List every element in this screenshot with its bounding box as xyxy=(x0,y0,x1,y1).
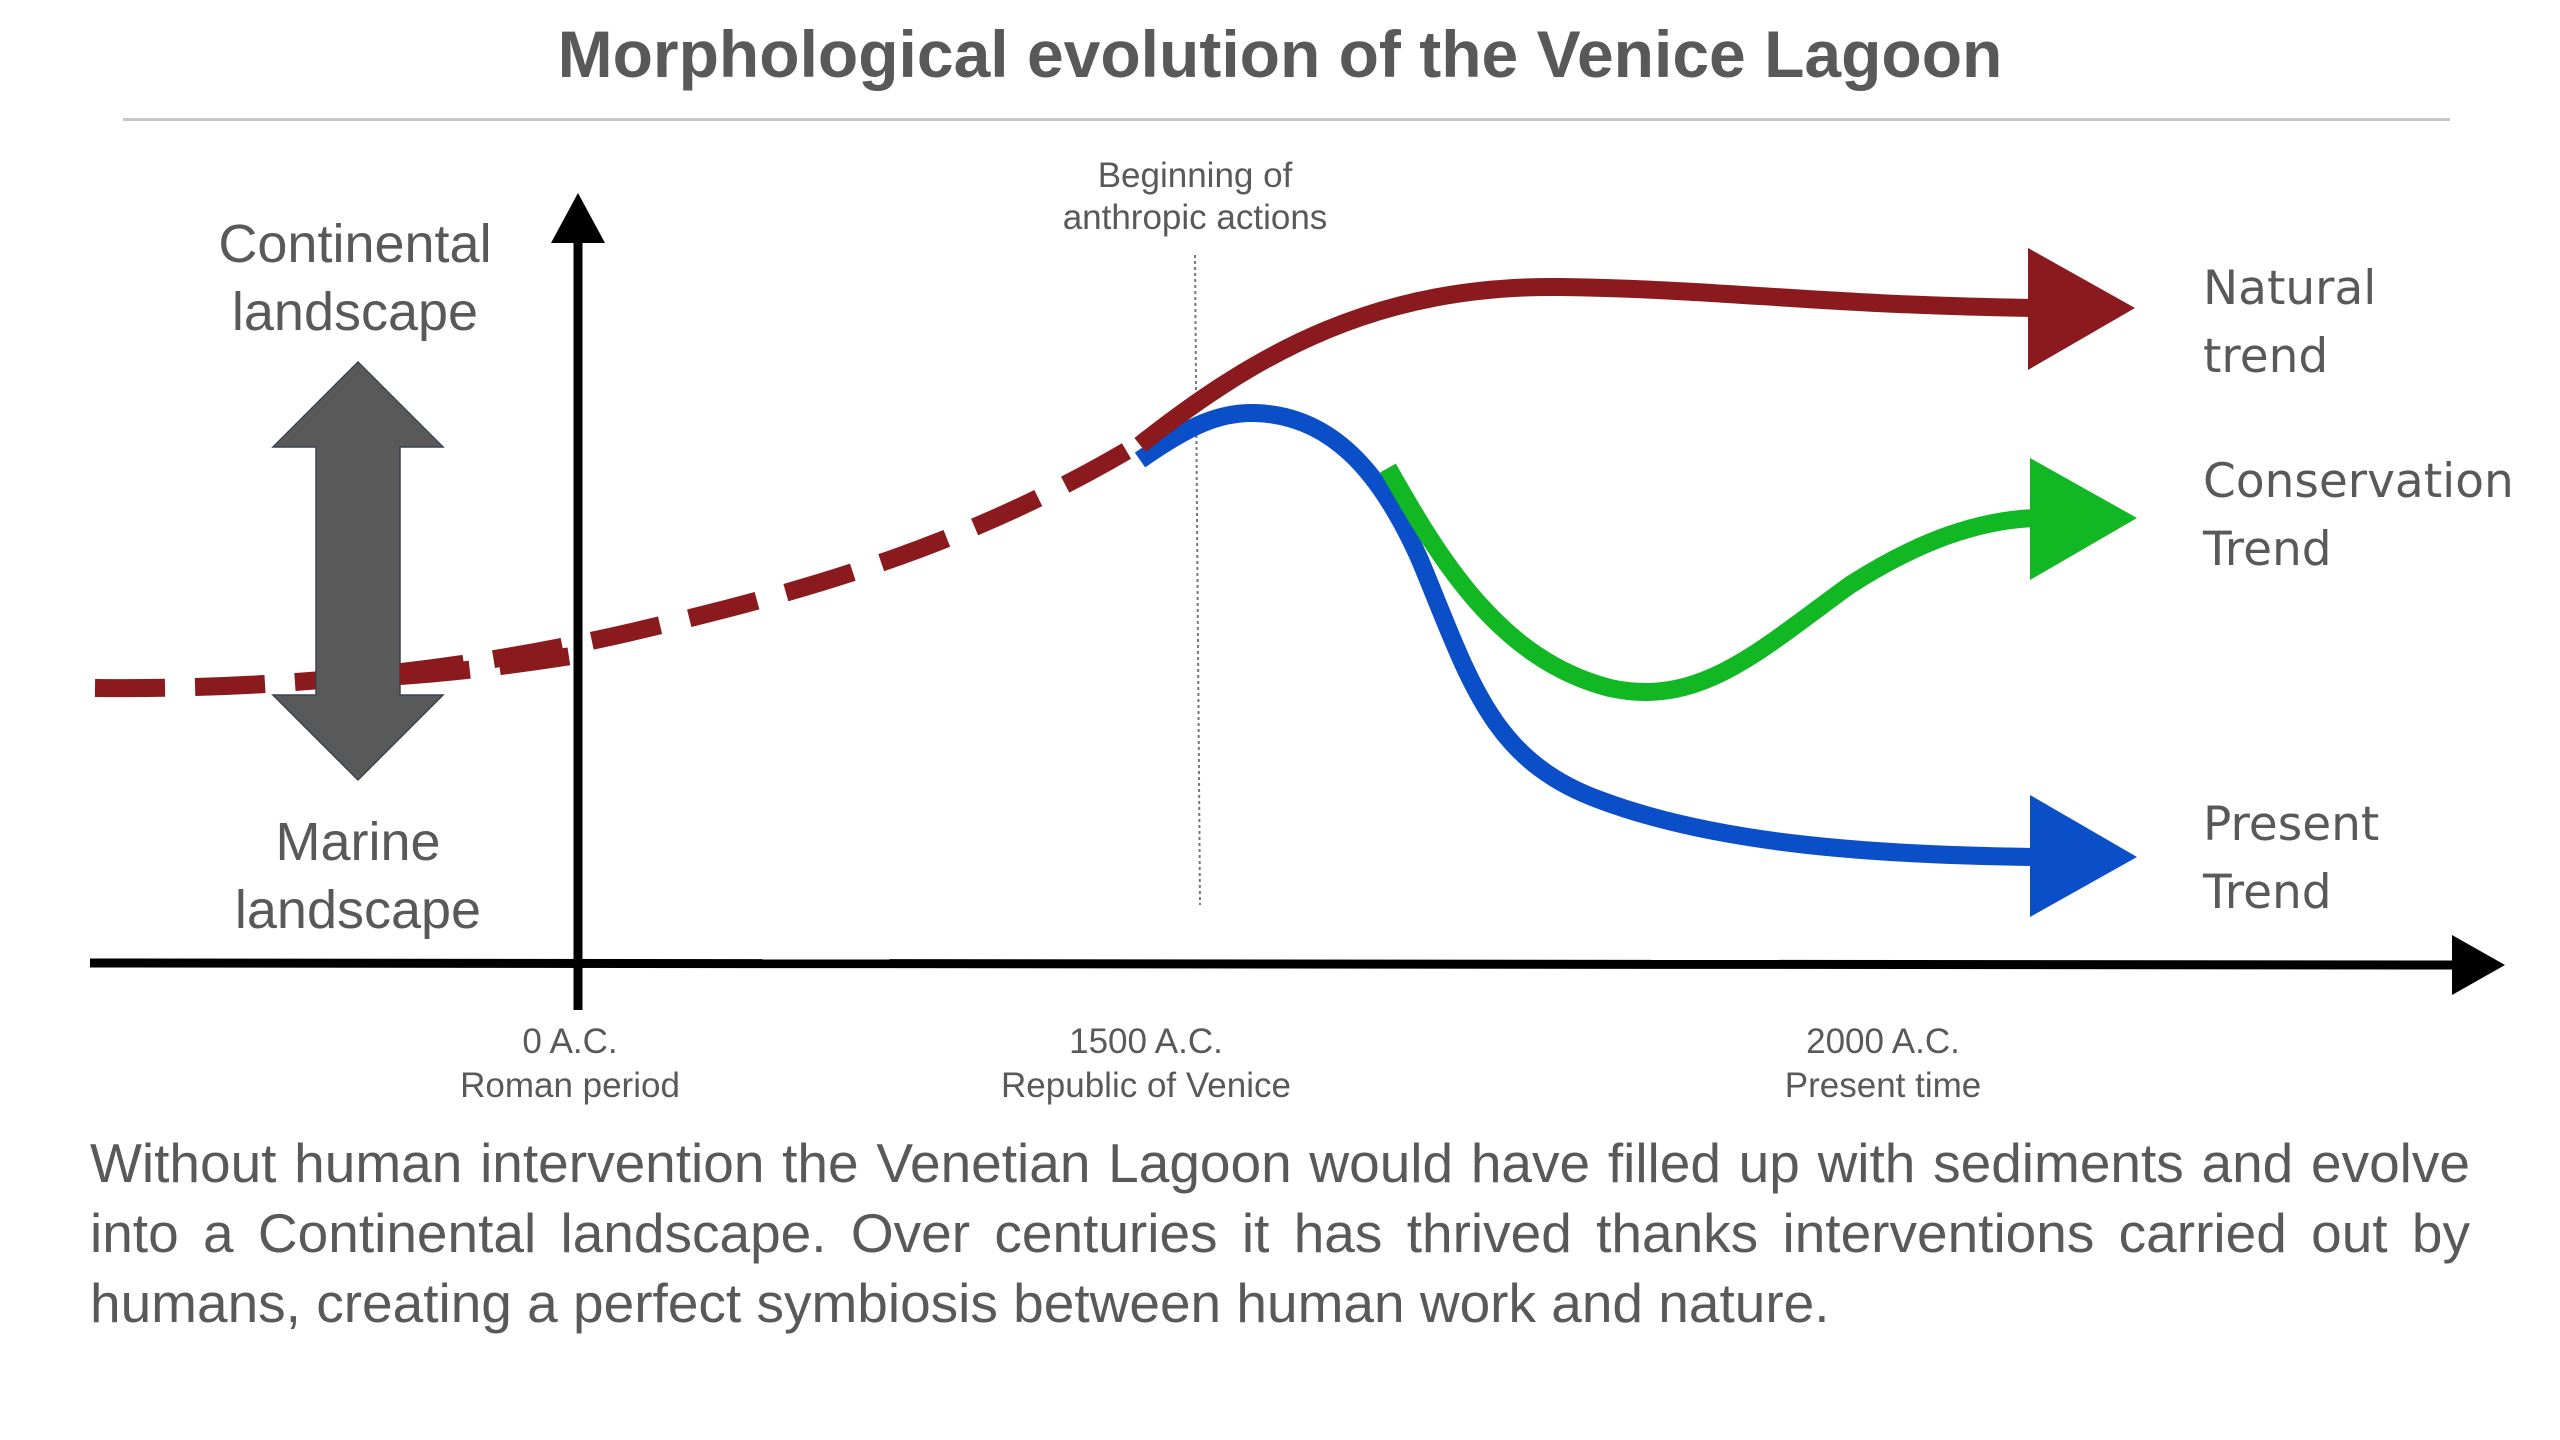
natural-trend-dashed-overlay xyxy=(399,646,580,685)
title-divider xyxy=(123,118,2450,121)
annotation-line1: Beginning of xyxy=(1097,156,1293,195)
annotation-line2: anthropic actions xyxy=(1062,198,1328,237)
x-axis xyxy=(89,958,2461,970)
natural-trend-arrowhead-icon xyxy=(2028,248,2135,370)
tick-year: 2000 A.C. xyxy=(1806,1022,1960,1061)
x-tick-republic-of-venice: 1500 A.C. Republic of Venice xyxy=(966,1020,1326,1108)
tick-year: 1500 A.C. xyxy=(1069,1022,1223,1061)
x-axis-arrowhead-icon xyxy=(2452,935,2505,995)
present-trend-arrowhead-icon xyxy=(2030,795,2137,917)
tick-period: Republic of Venice xyxy=(1001,1066,1291,1105)
conservation-trend-line xyxy=(1380,463,2036,701)
conservation-trend-label-line1: Conservation xyxy=(2203,454,2514,509)
present-trend-label-line1: Present xyxy=(2203,797,2380,852)
present-trend-line xyxy=(1134,403,2036,866)
natural-trend-historic-dashed-line xyxy=(94,432,1150,698)
natural-trend-label: Natural trend xyxy=(2203,255,2376,391)
natural-trend-line xyxy=(1134,277,2036,453)
page-title: Morphological evolution of the Venice La… xyxy=(557,17,2003,91)
y-axis-arrowhead-icon xyxy=(551,193,605,243)
x-tick-present-time: 2000 A.C. Present time xyxy=(1723,1020,2043,1108)
continental-label-line2: landscape xyxy=(231,282,479,342)
marine-landscape-label: Marine landscape xyxy=(183,808,533,944)
anthropic-actions-annotation: Beginning of anthropic actions xyxy=(1010,155,1380,239)
present-trend-label: Present Trend xyxy=(2203,791,2379,927)
caption-text: Without human intervention the Venetian … xyxy=(90,1132,2470,1334)
double-vertical-arrow-icon xyxy=(271,360,445,782)
anthropic-actions-marker-line xyxy=(1194,254,1201,906)
conservation-trend-label-line2: Trend xyxy=(2203,522,2332,577)
continental-landscape-label: Continental landscape xyxy=(180,210,530,346)
tick-period: Present time xyxy=(1784,1066,1982,1105)
natural-trend-label-line1: Natural xyxy=(2203,261,2377,316)
tick-period: Roman period xyxy=(460,1066,680,1105)
marine-label-line2: landscape xyxy=(234,880,482,940)
marine-label-line1: Marine xyxy=(275,812,441,872)
natural-trend-label-line2: trend xyxy=(2203,329,2329,384)
present-trend-label-line2: Trend xyxy=(2203,865,2332,920)
tick-year: 0 A.C. xyxy=(522,1022,618,1061)
conservation-trend-label: Conservation Trend xyxy=(2203,448,2514,584)
conservation-trend-arrowhead-icon xyxy=(2030,458,2137,580)
x-tick-roman-period: 0 A.C. Roman period xyxy=(410,1020,730,1108)
continental-label-line1: Continental xyxy=(218,214,492,274)
